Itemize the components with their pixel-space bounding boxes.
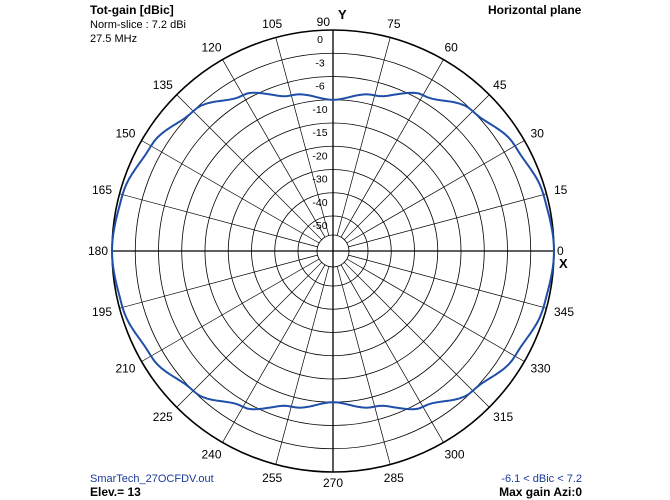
radial-tick-label: -15 <box>312 127 327 139</box>
angle-tick-label: 270 <box>323 476 343 490</box>
polar-grid <box>111 29 555 473</box>
spoke-45 <box>344 94 490 240</box>
spoke-195 <box>119 254 318 309</box>
spoke-135 <box>176 94 322 240</box>
angle-tick-label: 90 <box>317 15 331 29</box>
radial-tick-label: -30 <box>312 174 327 186</box>
spoke-285 <box>336 266 391 465</box>
angle-tick-label: 0 <box>557 244 564 258</box>
angle-tick-label: 60 <box>445 40 459 54</box>
angle-tick-label: 120 <box>201 40 221 54</box>
spoke-75 <box>336 37 391 236</box>
polar-tick-labels: 0 15 30 45 60 75 90 105 120 135 150 165 180 195 210 225… <box>88 15 574 490</box>
polar-series <box>110 91 556 411</box>
radial-tick-label: -50 <box>312 220 327 232</box>
spoke-15 <box>348 193 547 248</box>
angle-tick-label: 330 <box>531 362 551 376</box>
plane-label: Horizontal plane <box>488 3 582 17</box>
spoke-210 <box>141 258 320 362</box>
gain-pattern-line-0 <box>110 91 556 411</box>
spoke-30 <box>346 140 525 244</box>
max-gain-label: Max gain Azi:0 <box>499 485 582 499</box>
spoke-330 <box>346 258 525 362</box>
angle-tick-label: 225 <box>153 410 173 424</box>
angle-tick-label: 165 <box>92 183 112 197</box>
gain-range-label: -6.1 < dBic < 7.2 <box>501 473 582 485</box>
radial-tick-label: -40 <box>312 197 327 209</box>
y-axis-label: Y <box>338 7 347 22</box>
angle-tick-label: 105 <box>262 17 282 31</box>
angle-tick-label: 195 <box>92 305 112 319</box>
spoke-105 <box>275 37 330 236</box>
spoke-240 <box>222 264 326 443</box>
radial-tick-label: 0 <box>317 34 323 46</box>
spoke-60 <box>340 59 444 238</box>
angle-tick-label: 345 <box>554 305 574 319</box>
angle-tick-label: 75 <box>387 17 401 31</box>
spoke-315 <box>344 262 490 408</box>
angle-tick-label: 135 <box>153 78 173 92</box>
spoke-255 <box>275 266 330 465</box>
angle-tick-label: 150 <box>115 127 135 141</box>
elevation-label: Elev.= 13 <box>90 485 141 499</box>
file-name-label: SmarTech_27OCFDV.out <box>90 473 214 485</box>
angle-tick-label: 255 <box>262 471 282 485</box>
plot-title: Tot-gain [dBic] <box>90 3 174 17</box>
radial-tick-label: -3 <box>315 57 324 69</box>
angle-tick-label: 300 <box>445 448 465 462</box>
angle-tick-label: 210 <box>115 362 135 376</box>
angle-tick-label: 285 <box>384 471 404 485</box>
angle-tick-label: 30 <box>531 127 545 141</box>
radial-tick-label: -6 <box>315 81 324 93</box>
radial-tick-label: -20 <box>312 150 327 162</box>
spoke-165 <box>119 193 318 248</box>
spoke-225 <box>176 262 322 408</box>
spoke-345 <box>348 254 547 309</box>
spoke-120 <box>222 59 326 238</box>
frequency-label: 27.5 MHz <box>90 33 138 45</box>
radial-tick-label: -10 <box>312 104 327 116</box>
angle-tick-label: 180 <box>88 244 108 258</box>
angle-tick-label: 45 <box>493 78 507 92</box>
angle-tick-label: 315 <box>493 410 513 424</box>
angle-tick-label: 240 <box>201 448 221 462</box>
spoke-150 <box>141 140 320 244</box>
x-axis-label: X <box>559 256 568 271</box>
norm-slice-label: Norm-slice : 7.2 dBi <box>90 19 186 31</box>
spoke-300 <box>340 264 444 443</box>
angle-tick-label: 15 <box>554 183 568 197</box>
